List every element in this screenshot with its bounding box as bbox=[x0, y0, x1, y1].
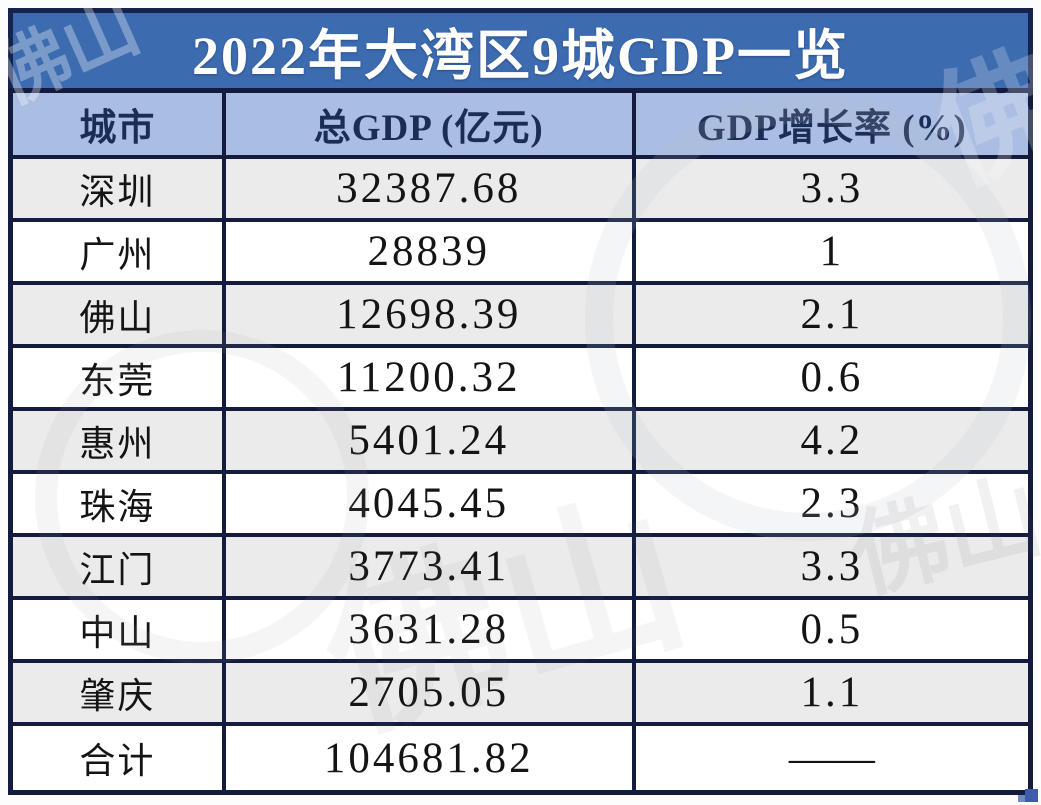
gdp-cell: 12698.39 bbox=[221, 281, 636, 348]
city-cell: 江门 bbox=[8, 533, 226, 600]
gdp-cell: 28839 bbox=[221, 218, 636, 285]
table-row: 中山 3631.28 0.5 bbox=[8, 596, 1033, 663]
total-gdp-cell: 104681.82 bbox=[221, 722, 636, 795]
page-title: 2022年大湾区9城GDP一览 bbox=[192, 26, 849, 86]
city-cell: 肇庆 bbox=[8, 659, 226, 726]
growth-cell: 2.3 bbox=[631, 470, 1033, 537]
growth-cell: 3.3 bbox=[631, 155, 1033, 222]
gdp-cell: 11200.32 bbox=[221, 344, 636, 411]
growth-cell: 0.5 bbox=[631, 596, 1033, 663]
city-cell: 惠州 bbox=[8, 407, 226, 474]
growth-cell: 1 bbox=[631, 218, 1033, 285]
table-row: 东莞 11200.32 0.6 bbox=[8, 344, 1033, 411]
table-row: 江门 3773.41 3.3 bbox=[8, 533, 1033, 600]
city-cell: 深圳 bbox=[8, 155, 226, 222]
growth-cell: 3.3 bbox=[631, 533, 1033, 600]
gdp-cell: 4045.45 bbox=[221, 470, 636, 537]
total-growth-dash-cell: —— bbox=[631, 722, 1033, 795]
city-cell: 东莞 bbox=[8, 344, 226, 411]
column-header-growth: GDP增长率 (%) bbox=[631, 88, 1033, 159]
title-bar: 2022年大湾区9城GDP一览 bbox=[8, 8, 1033, 88]
header-row: 城市 总GDP (亿元) GDP增长率 (%) bbox=[8, 88, 1033, 159]
corner-artifact-square bbox=[1018, 795, 1025, 802]
table-row: 广州 28839 1 bbox=[8, 218, 1033, 285]
growth-cell: 1.1 bbox=[631, 659, 1033, 726]
growth-cell: 2.1 bbox=[631, 281, 1033, 348]
city-cell: 广州 bbox=[8, 218, 226, 285]
total-row: 合计 104681.82 —— bbox=[8, 722, 1033, 795]
city-cell: 珠海 bbox=[8, 470, 226, 537]
gdp-table: 城市 总GDP (亿元) GDP增长率 (%) 深圳 32387.68 3.3 … bbox=[8, 88, 1033, 795]
column-header-city: 城市 bbox=[8, 88, 226, 159]
table-row: 佛山 12698.39 2.1 bbox=[8, 281, 1033, 348]
table-row: 深圳 32387.68 3.3 bbox=[8, 155, 1033, 222]
city-cell: 佛山 bbox=[8, 281, 226, 348]
column-header-gdp: 总GDP (亿元) bbox=[221, 88, 636, 159]
growth-cell: 0.6 bbox=[631, 344, 1033, 411]
infographic-frame: 2022年大湾区9城GDP一览 城市 总GDP (亿元) GDP增长率 (%) … bbox=[8, 8, 1033, 795]
gdp-cell: 5401.24 bbox=[221, 407, 636, 474]
table-row: 肇庆 2705.05 1.1 bbox=[8, 659, 1033, 726]
city-cell: 中山 bbox=[8, 596, 226, 663]
gdp-cell: 2705.05 bbox=[221, 659, 636, 726]
gdp-cell: 32387.68 bbox=[221, 155, 636, 222]
growth-cell: 4.2 bbox=[631, 407, 1033, 474]
gdp-cell: 3631.28 bbox=[221, 596, 636, 663]
total-label-cell: 合计 bbox=[8, 722, 226, 795]
table-row: 惠州 5401.24 4.2 bbox=[8, 407, 1033, 474]
table-row: 珠海 4045.45 2.3 bbox=[8, 470, 1033, 537]
gdp-cell: 3773.41 bbox=[221, 533, 636, 600]
